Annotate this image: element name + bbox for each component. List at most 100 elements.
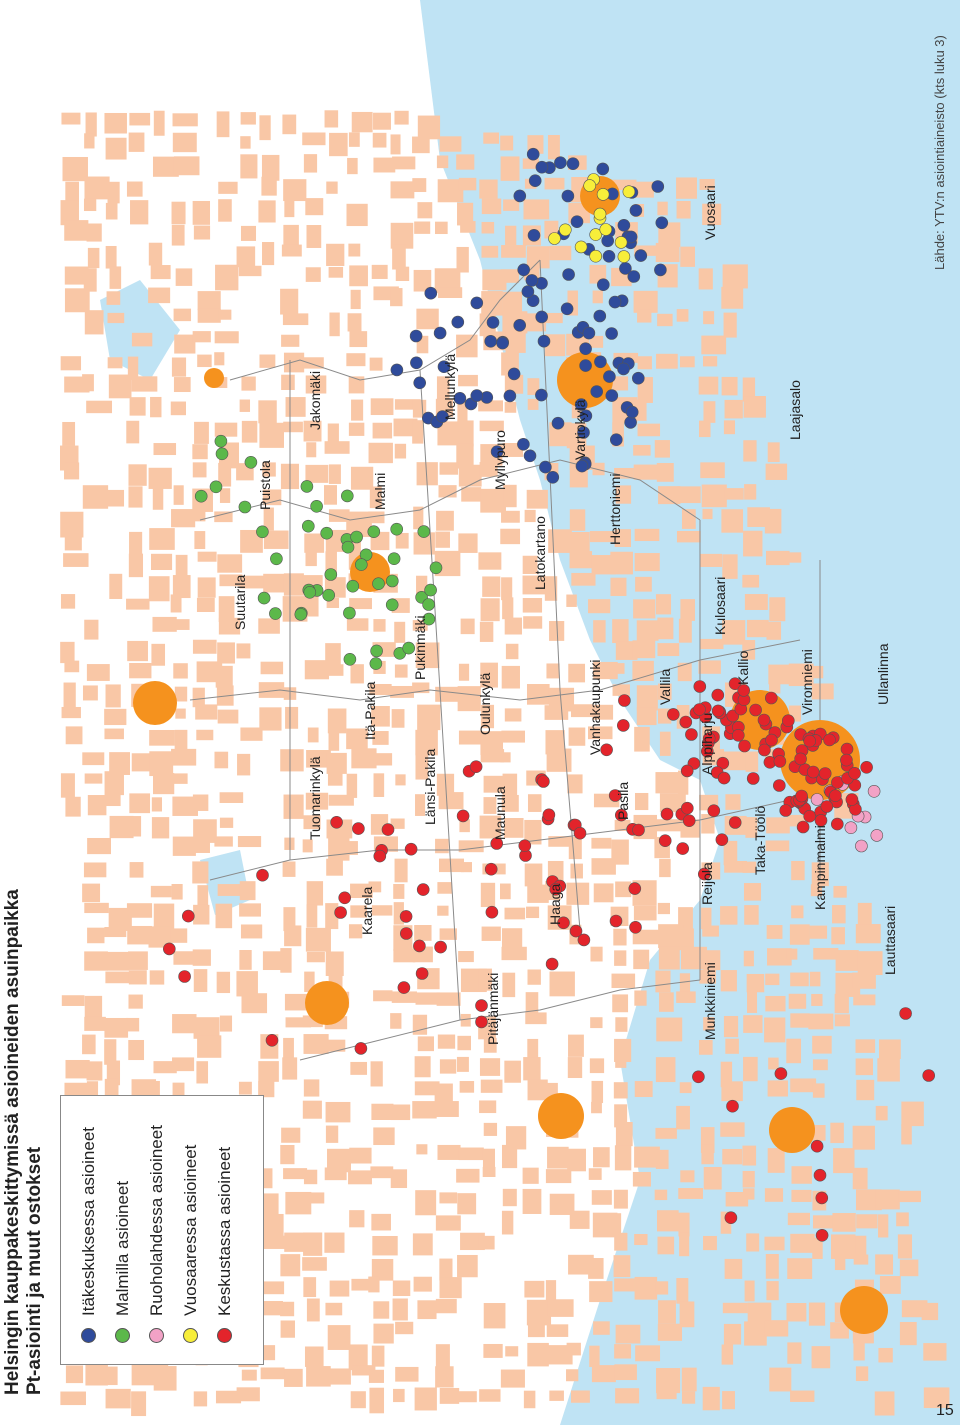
dot-keskusta [609,914,623,928]
dot-keskusta [354,1042,368,1055]
sea-3 [200,850,250,915]
built-block [637,309,652,323]
built-block [791,1166,812,1184]
built-block [635,1345,661,1362]
built-block [593,620,606,643]
built-block [238,1081,252,1095]
built-block [458,730,483,745]
dot-itakeskus [437,360,451,374]
built-block [306,881,324,906]
built-block [412,682,430,694]
dot-itakeskus [517,437,530,451]
built-block [504,374,524,394]
built-block [153,903,175,929]
dot-itakeskus [453,391,467,405]
built-block [371,1103,394,1121]
built-block [547,1299,574,1317]
built-block [812,1237,823,1259]
built-block [263,507,274,531]
built-block [655,1057,676,1083]
built-block [283,179,307,202]
built-block [172,1082,185,1102]
built-block [483,1037,497,1053]
built-block [614,1344,632,1359]
dot-keskusta [549,882,563,896]
built-block [765,463,788,480]
built-block [764,1188,784,1202]
built-block [218,199,232,222]
built-block [195,704,218,720]
built-block [416,335,429,354]
dot-malmi [354,558,368,571]
built-block [527,398,539,410]
built-block [746,1233,760,1252]
built-block [680,246,696,267]
built-block [171,883,183,900]
built-block [150,265,171,280]
shopping-centre-4 [133,681,177,725]
title-line-2: Pt-asiointi ja muut ostokset [24,1146,45,1395]
built-block [679,1082,692,1094]
built-block [856,1079,875,1101]
dot-itakeskus [579,359,592,372]
built-block [258,1061,279,1082]
built-block [743,1056,758,1082]
dot-keskusta [840,742,854,756]
built-block [373,990,393,1002]
built-block [834,1014,850,1027]
built-block [261,1193,279,1217]
built-block [679,1232,690,1257]
dot-itakeskus [627,270,641,283]
dot-keskusta [773,755,787,768]
built-block [192,331,211,343]
built-block [676,1105,690,1130]
dot-keskusta [848,766,861,780]
built-block [61,706,81,719]
built-block [703,356,718,367]
built-block [280,1145,295,1165]
built-block [393,418,418,437]
place-label: Munkkiniemi [702,962,718,1040]
built-block [612,619,629,644]
built-block [654,440,670,458]
built-block [677,662,692,682]
built-block [655,1149,669,1169]
dot-vuosaari [599,223,613,236]
dot-itakeskus [631,371,645,385]
built-block [923,1387,950,1409]
built-block [588,1168,602,1180]
built-block [327,770,343,786]
built-block [84,1016,106,1031]
dot-itakeskus [590,385,604,398]
dot-keskusta [757,713,771,727]
built-block [82,685,98,701]
built-block [83,862,107,878]
built-block [742,1145,757,1166]
dot-itakeskus [390,363,404,377]
built-block [479,621,494,642]
built-block [787,814,806,827]
dot-ruoholahti [855,839,868,853]
built-block [703,311,715,325]
dot-vuosaari [574,240,588,254]
built-block [197,551,217,562]
dot-keskusta [545,957,559,971]
map-title: Helsingin kauppakeskittymissä asioineide… [2,889,46,1395]
built-block [831,927,845,945]
built-block [149,729,175,746]
dot-keskusta [815,1191,829,1205]
built-block [192,794,209,811]
built-block [129,397,146,416]
built-block [787,1258,813,1279]
built-block [414,1056,431,1078]
built-block [236,1387,260,1402]
dot-malmi [390,522,404,536]
built-block [171,773,188,784]
shopping-centre-5 [305,981,349,1025]
built-block [84,773,103,784]
legend-dot-2 [149,1328,164,1343]
dot-itakeskus [486,316,500,329]
place-label: Oulunkylä [477,673,493,735]
dot-itakeskus [608,295,622,309]
built-block [614,1364,637,1381]
